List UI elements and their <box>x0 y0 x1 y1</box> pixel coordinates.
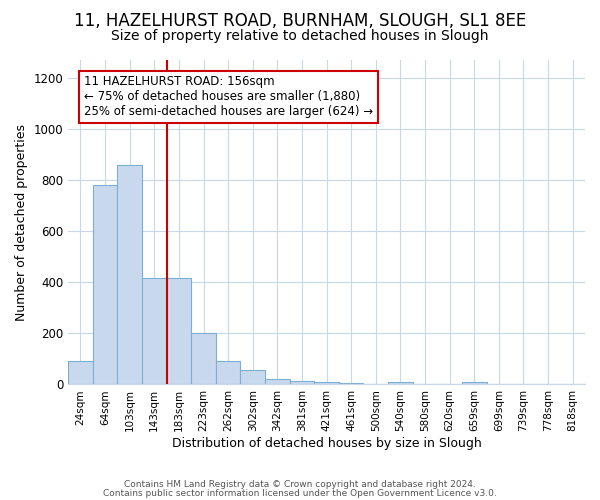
Text: Contains public sector information licensed under the Open Government Licence v3: Contains public sector information licen… <box>103 488 497 498</box>
Bar <box>462 382 487 384</box>
Bar <box>167 278 191 384</box>
Text: 11 HAZELHURST ROAD: 156sqm
← 75% of detached houses are smaller (1,880)
25% of s: 11 HAZELHURST ROAD: 156sqm ← 75% of deta… <box>84 76 373 118</box>
Text: Contains HM Land Registry data © Crown copyright and database right 2024.: Contains HM Land Registry data © Crown c… <box>124 480 476 489</box>
Text: Size of property relative to detached houses in Slough: Size of property relative to detached ho… <box>111 29 489 43</box>
Bar <box>339 383 364 384</box>
Bar <box>290 380 314 384</box>
Bar <box>118 164 142 384</box>
Bar <box>314 382 339 384</box>
Bar <box>191 334 216 384</box>
X-axis label: Distribution of detached houses by size in Slough: Distribution of detached houses by size … <box>172 437 481 450</box>
Bar <box>216 362 241 384</box>
Bar <box>241 370 265 384</box>
Bar <box>93 185 118 384</box>
Bar <box>142 278 167 384</box>
Bar <box>265 380 290 384</box>
Text: 11, HAZELHURST ROAD, BURNHAM, SLOUGH, SL1 8EE: 11, HAZELHURST ROAD, BURNHAM, SLOUGH, SL… <box>74 12 526 30</box>
Bar <box>68 362 93 384</box>
Y-axis label: Number of detached properties: Number of detached properties <box>15 124 28 320</box>
Bar <box>388 382 413 384</box>
